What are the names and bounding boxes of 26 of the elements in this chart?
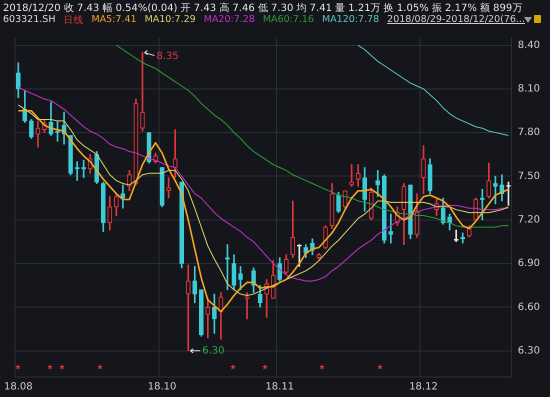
- y-tick-label: 8.40: [518, 40, 540, 51]
- text: MA20:7.28: [204, 14, 255, 27]
- text: MA10:7.29: [144, 14, 196, 27]
- y-tick-label: 6.60: [518, 302, 540, 313]
- y-tick-label: 8.10: [518, 84, 540, 95]
- text: 2018/08/29-2018/12/20(76...: [387, 14, 525, 27]
- candlestick: [225, 244, 230, 290]
- x-tick-label: 18.11: [265, 382, 294, 393]
- text: MA120:7.78: [322, 14, 380, 27]
- text: 日线: [63, 14, 84, 27]
- y-tick-label: 7.20: [518, 214, 540, 226]
- y-tick-label: 6.30: [518, 345, 540, 356]
- y-tick-label: 7.50: [518, 170, 540, 182]
- annotation: 8.35: [156, 51, 179, 62]
- chart-title: 2018/12/20 收 7.43 幅 0.54%(0.04) 开 7.43 高 7.46 低 7.30 均 7.41 量 1.21万 换 1.05% 振 2.17% 额 899万: [3, 2, 522, 14]
- text: MA60:7.16: [262, 14, 314, 27]
- candlestick: [36, 120, 40, 148]
- y-tick-label: 7.80: [518, 127, 540, 138]
- candlestick: [140, 52, 145, 132]
- x-tick-label: 18.10: [148, 382, 176, 393]
- y-tick-label: 6.90: [518, 258, 540, 270]
- annotation: 6.30: [202, 345, 224, 356]
- x-tick-label: 18.12: [409, 382, 438, 393]
- chart-subtitle: 603321.SH: [3, 14, 56, 27]
- text: MA5:7.41: [91, 14, 137, 27]
- x-tick-label: 18.08: [4, 382, 33, 393]
